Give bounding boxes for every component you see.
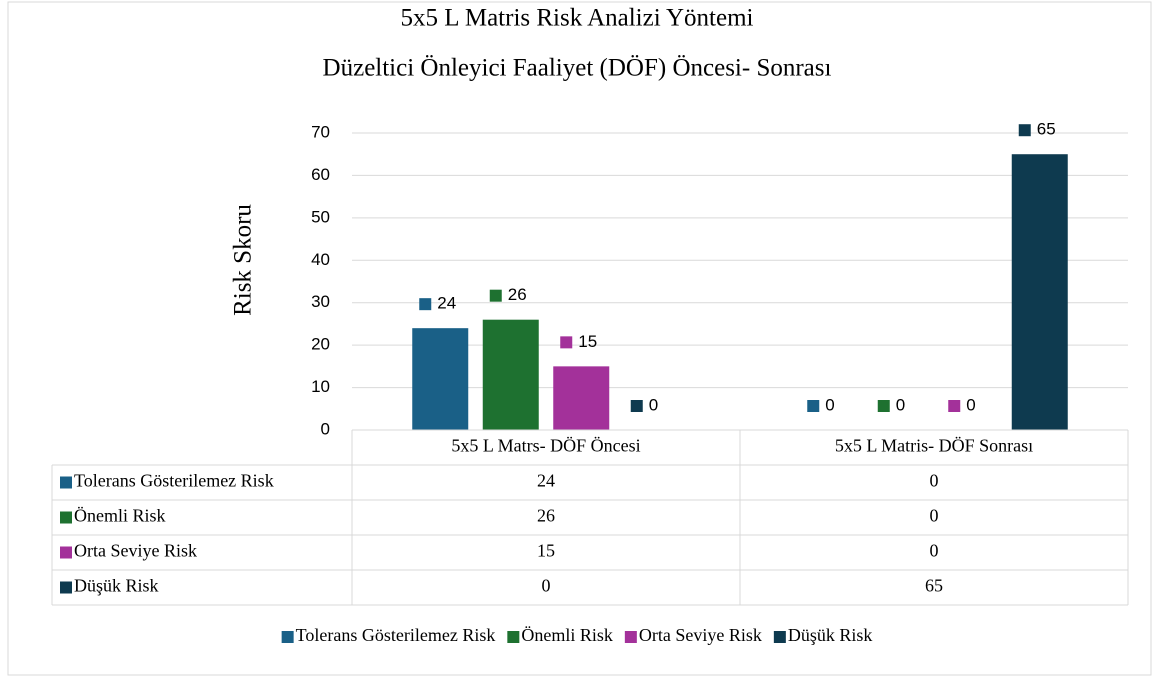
chart-frame bbox=[7, 1, 1152, 676]
data-label-marker bbox=[948, 400, 961, 412]
table-row-label: Önemli Risk bbox=[74, 506, 166, 526]
data-label: 26 bbox=[508, 285, 527, 304]
table-legend-key bbox=[60, 476, 72, 489]
y-tick-label: 70 bbox=[311, 122, 330, 141]
chart-title: 5x5 L Matris Risk Analizi Yöntemi bbox=[401, 5, 754, 32]
data-label-marker bbox=[807, 400, 820, 412]
data-label: 0 bbox=[966, 395, 975, 414]
y-tick-label: 50 bbox=[311, 207, 330, 226]
data-label-marker bbox=[489, 289, 502, 302]
table-row-label: Orta Seviye Risk bbox=[74, 541, 197, 561]
table-row-label: Tolerans Gösterilemez Risk bbox=[74, 471, 274, 491]
bar bbox=[412, 328, 469, 430]
table-legend-key bbox=[60, 581, 72, 594]
y-tick-label: 10 bbox=[311, 377, 330, 396]
table-legend-key bbox=[60, 546, 72, 559]
legend-label: Tolerans Gösterilemez Risk bbox=[296, 625, 496, 645]
legend-key bbox=[507, 631, 520, 643]
table-cell: 0 bbox=[542, 576, 551, 596]
data-label: 0 bbox=[649, 395, 658, 414]
data-label-marker bbox=[630, 400, 643, 412]
x-tick-label: 5x5 L Matris- DÖF Sonrası bbox=[835, 436, 1033, 456]
y-axis-label: Risk Skoru bbox=[230, 204, 257, 316]
legend-key bbox=[773, 631, 786, 643]
y-tick-label: 40 bbox=[311, 250, 330, 269]
table-cell: 0 bbox=[930, 471, 939, 491]
bar bbox=[482, 319, 539, 430]
y-tick-label: 60 bbox=[311, 165, 330, 184]
table-legend-key bbox=[60, 511, 72, 524]
table-cell: 26 bbox=[537, 506, 555, 526]
data-label-marker bbox=[877, 400, 890, 412]
y-tick-label: 30 bbox=[311, 292, 330, 311]
table-cell: 65 bbox=[925, 576, 943, 596]
data-label-marker bbox=[1018, 124, 1031, 137]
data-label-marker bbox=[560, 336, 573, 349]
data-label: 0 bbox=[896, 395, 905, 414]
y-tick-label: 20 bbox=[311, 335, 330, 354]
legend-key bbox=[624, 631, 637, 643]
table-cell: 0 bbox=[930, 541, 939, 561]
data-label-marker bbox=[419, 298, 432, 311]
legend-label: Düşük Risk bbox=[788, 625, 873, 645]
table-row-label: Düşük Risk bbox=[74, 576, 159, 596]
bar bbox=[1011, 154, 1068, 430]
chart-subtitle: Düzeltici Önleyici Faaliyet (DÖF) Öncesi… bbox=[323, 55, 832, 82]
data-label: 15 bbox=[578, 332, 597, 351]
legend-label: Orta Seviye Risk bbox=[639, 625, 762, 645]
table-cell: 15 bbox=[537, 541, 555, 561]
data-label: 0 bbox=[825, 395, 834, 414]
x-tick-label: 5x5 L Matrs- DÖF Öncesi bbox=[451, 436, 640, 456]
legend-label: Önemli Risk bbox=[521, 625, 613, 645]
y-tick-label: 0 bbox=[321, 419, 330, 438]
data-label: 24 bbox=[437, 294, 456, 313]
table-cell: 0 bbox=[930, 506, 939, 526]
table-cell: 24 bbox=[537, 471, 555, 491]
bar bbox=[553, 366, 610, 430]
data-label: 65 bbox=[1037, 120, 1056, 139]
legend-key bbox=[281, 631, 294, 643]
